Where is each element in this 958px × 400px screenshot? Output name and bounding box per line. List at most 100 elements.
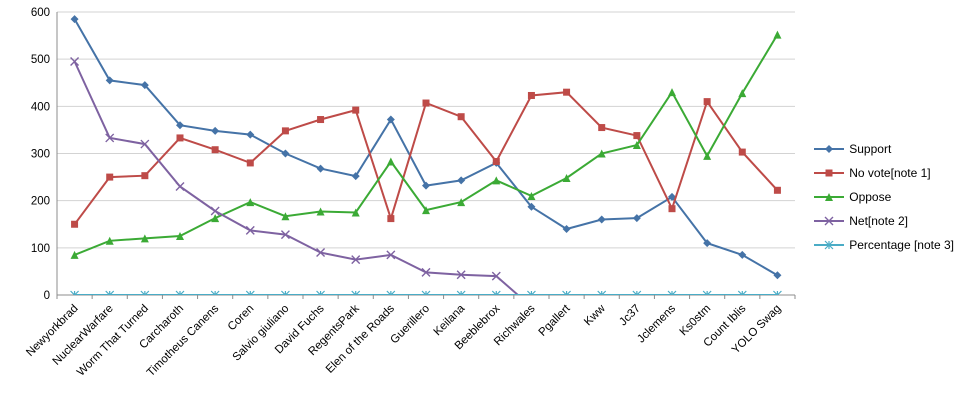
- y-axis-labels: 0 100 200 300 400 500 600: [31, 7, 50, 302]
- marker-square: [825, 169, 833, 177]
- marker-x: [824, 216, 834, 226]
- marker-x: [105, 133, 115, 143]
- x-category-label: Kww: [582, 302, 608, 328]
- legend-item-percentage-note-3-: Percentage [note 3]: [814, 238, 954, 252]
- marker-diamond: [422, 181, 430, 190]
- marker-square: [598, 124, 606, 132]
- marker-x: [351, 255, 361, 265]
- marker-triangle: [176, 232, 184, 241]
- marker-square: [563, 88, 571, 96]
- marker-asterisk: [175, 290, 185, 295]
- marker-square: [527, 91, 535, 99]
- marker-asterisk: [281, 290, 290, 295]
- marker-diamond: [703, 239, 712, 248]
- legend-label: Net[note 2]: [849, 214, 908, 228]
- legend-key-swatch: [814, 240, 845, 250]
- marker-diamond: [211, 126, 220, 135]
- marker-asterisk: [702, 290, 712, 295]
- series-line: [74, 34, 779, 256]
- marker-diamond: [176, 121, 184, 130]
- marker-square: [492, 158, 500, 166]
- series-support: [70, 15, 782, 280]
- marker-x: [210, 206, 220, 216]
- marker-asterisk: [140, 290, 150, 295]
- marker-triangle: [140, 234, 149, 243]
- marker-x: [140, 139, 150, 149]
- y-tick-label: 500: [31, 54, 50, 66]
- legend-item-oppose: Oppose: [814, 190, 954, 204]
- legend-key-swatch: [814, 169, 845, 177]
- series-line: [73, 91, 779, 225]
- marker-square: [106, 173, 114, 181]
- x-category-label: Ks0stm: [678, 303, 714, 339]
- marker-asterisk: [456, 290, 466, 295]
- marker-asterisk: [491, 290, 501, 295]
- marker-triangle: [597, 149, 606, 158]
- marker-triangle: [386, 157, 395, 166]
- marker-asterisk: [562, 290, 571, 295]
- marker-square: [387, 215, 395, 223]
- marker-diamond: [281, 149, 290, 158]
- marker-asterisk: [210, 290, 220, 295]
- marker-diamond: [105, 76, 114, 85]
- series-percentage-note-3-: [70, 290, 782, 295]
- marker-x: [245, 225, 255, 235]
- legend-label: Support: [849, 142, 892, 156]
- x-category-label: Jc37: [617, 303, 643, 329]
- marker-square: [246, 159, 254, 167]
- marker-diamond: [386, 115, 395, 124]
- marker-x: [316, 248, 326, 258]
- marker-asterisk: [527, 290, 536, 295]
- x-axis-ticks: [56, 295, 796, 299]
- series-net-note-2-: [70, 57, 520, 295]
- marker-diamond: [457, 176, 466, 185]
- x-category-label: Coren: [226, 303, 257, 334]
- marker-diamond: [351, 172, 360, 181]
- y-tick-label: 300: [31, 149, 50, 161]
- x-category-label: Elen of the Roads: [324, 302, 397, 375]
- marker-square: [738, 148, 746, 156]
- series-no-vote-note-1-: [71, 88, 781, 228]
- marker-triangle: [70, 250, 79, 259]
- marker-diamond: [316, 164, 325, 173]
- marker-asterisk: [597, 290, 607, 295]
- marker-asterisk: [70, 290, 79, 295]
- legend-item-no-vote-note-1-: No vote[note 1]: [814, 166, 954, 180]
- x-category-label: Pgallert: [537, 302, 574, 339]
- marker-square: [176, 134, 184, 142]
- marker-diamond: [527, 202, 536, 211]
- marker-triangle: [562, 174, 571, 183]
- marker-asterisk: [773, 290, 782, 295]
- marker-triangle: [246, 198, 255, 207]
- marker-x: [175, 182, 185, 192]
- marker-square: [352, 106, 360, 114]
- marker-diamond: [632, 214, 641, 223]
- series-oppose: [70, 30, 782, 259]
- marker-diamond: [597, 215, 606, 224]
- marker-triangle: [527, 191, 536, 200]
- marker-square: [703, 98, 711, 106]
- legend-key-swatch: [814, 216, 845, 226]
- x-category-label: NuclearWarfare: [51, 303, 116, 368]
- marker-square: [317, 116, 325, 124]
- y-tick-label: 400: [31, 101, 50, 113]
- marker-asterisk: [351, 290, 361, 295]
- marker-triangle: [281, 212, 290, 221]
- marker-diamond: [773, 271, 782, 280]
- legend-item-support: Support: [814, 142, 954, 156]
- gridlines: [57, 11, 795, 296]
- marker-triangle: [492, 176, 501, 185]
- marker-x: [456, 270, 466, 280]
- marker-x: [70, 57, 80, 67]
- marker-triangle: [211, 214, 220, 223]
- legend-label: No vote[note 1]: [849, 166, 931, 180]
- marker-triangle: [825, 193, 834, 201]
- marker-x: [421, 267, 431, 277]
- x-category-label: Jclemens: [635, 302, 678, 345]
- marker-x: [491, 271, 501, 281]
- marker-square: [141, 172, 149, 180]
- marker-asterisk: [824, 240, 834, 250]
- legend-key-swatch: [814, 193, 845, 201]
